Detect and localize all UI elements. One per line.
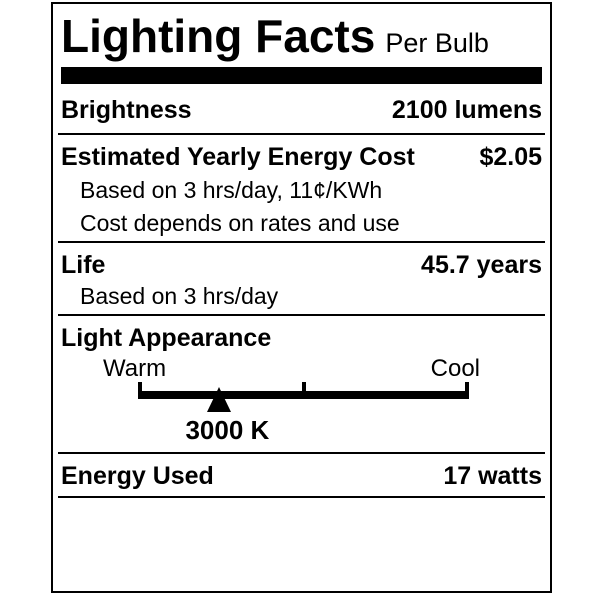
energy-cost-note-2: Cost depends on rates and use — [80, 209, 400, 236]
scale-bar — [138, 390, 469, 399]
lighting-facts-label: Lighting Facts Per Bulb Brightness 2100 … — [51, 2, 552, 593]
light-appearance-scale: 3000 K — [61, 381, 542, 446]
energy-used-row: Energy Used 17 watts — [61, 461, 542, 491]
cool-label: Cool — [430, 354, 480, 382]
kelvin-value: 3000 K — [185, 414, 270, 445]
brightness-label: Brightness — [61, 95, 192, 124]
energy-cost-note-1: Based on 3 hrs/day, 11¢/KWh — [80, 176, 383, 203]
divider — [58, 132, 545, 135]
energy-cost-row: Estimated Yearly Energy Cost $2.05 — [61, 142, 542, 172]
brightness-value: 2100 lumens — [391, 95, 542, 124]
per-bulb-label: Per Bulb — [385, 28, 489, 58]
scale-tick-middle — [301, 381, 306, 399]
life-note: Based on 3 hrs/day — [80, 282, 279, 309]
scale-bar-frame: 3000 K — [138, 381, 469, 446]
brightness-row: Brightness 2100 lumens — [61, 95, 542, 125]
energy-cost-label: Estimated Yearly Energy Cost — [61, 142, 415, 171]
scale-tick-left — [138, 381, 142, 399]
life-row: Life 45.7 years — [61, 250, 542, 280]
black-separator-bar — [61, 66, 542, 84]
divider — [58, 495, 545, 498]
divider — [58, 313, 545, 316]
life-label: Life — [61, 250, 106, 279]
life-value: 45.7 years — [421, 250, 542, 279]
light-appearance-label: Light Appearance — [61, 323, 272, 352]
energy-used-label: Energy Used — [61, 461, 214, 490]
page-title: Lighting Facts — [61, 10, 376, 62]
warm-label: Warm — [103, 354, 167, 382]
warm-cool-row: Warm Cool — [61, 355, 542, 382]
scale-tick-right — [465, 381, 469, 399]
title-row: Lighting Facts Per Bulb — [61, 11, 542, 62]
divider — [58, 240, 545, 243]
light-appearance-heading-row: Light Appearance — [61, 323, 542, 353]
divider — [58, 451, 545, 454]
energy-used-value: 17 watts — [443, 461, 542, 490]
energy-cost-value: $2.05 — [479, 142, 542, 171]
triangle-marker-icon — [207, 386, 232, 412]
